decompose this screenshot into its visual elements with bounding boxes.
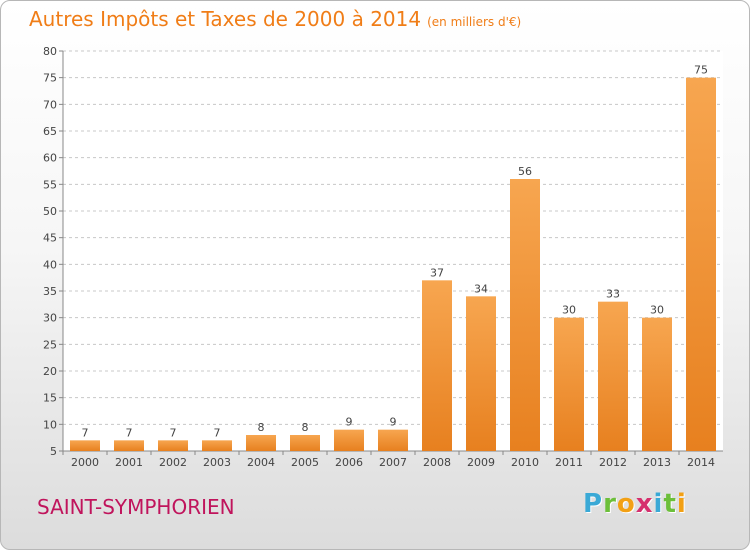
logo-letter: r <box>603 489 617 519</box>
y-tick-label: 65 <box>43 125 57 138</box>
data-label: 7 <box>170 426 177 439</box>
bar <box>70 440 100 451</box>
city-name: SAINT-SYMPHORIEN <box>37 495 235 519</box>
bar <box>642 317 672 451</box>
logo-letter: i <box>653 489 664 519</box>
data-label: 30 <box>650 304 664 317</box>
y-tick-label: 80 <box>43 45 57 58</box>
bar <box>158 440 188 451</box>
x-tick-label: 2012 <box>599 456 627 469</box>
bar <box>246 435 276 451</box>
y-tick-label: 70 <box>43 98 57 111</box>
bar <box>510 179 540 451</box>
x-tick-label: 2007 <box>379 456 407 469</box>
x-tick-label: 2011 <box>555 456 583 469</box>
data-label: 9 <box>390 416 397 429</box>
data-label: 33 <box>606 288 620 301</box>
bar <box>202 440 232 451</box>
y-tick-label: 40 <box>43 258 57 271</box>
logo-letter: P <box>583 489 604 519</box>
logo-letter: x <box>635 489 654 519</box>
x-tick-label: 2000 <box>71 456 99 469</box>
bar <box>334 429 364 451</box>
y-tick-label: 25 <box>43 338 57 351</box>
x-tick-label: 2003 <box>203 456 231 469</box>
bar <box>290 435 320 451</box>
logo-letter: i <box>676 489 687 519</box>
y-tick-label: 5 <box>50 445 57 458</box>
x-tick-label: 2002 <box>159 456 187 469</box>
data-label: 8 <box>258 421 265 434</box>
chart-title-text: Autres Impôts et Taxes de 2000 à 2014 <box>29 7 422 31</box>
data-label: 7 <box>82 426 89 439</box>
proxiti-logo: Proxiti <box>583 489 687 519</box>
data-label: 8 <box>302 421 309 434</box>
logo-letter: t <box>663 489 677 519</box>
y-tick-label: 20 <box>43 365 57 378</box>
y-tick-label: 60 <box>43 152 57 165</box>
bar <box>378 429 408 451</box>
data-label: 7 <box>214 426 221 439</box>
x-tick-label: 2008 <box>423 456 451 469</box>
data-label: 9 <box>346 416 353 429</box>
x-tick-label: 2009 <box>467 456 495 469</box>
data-label: 7 <box>126 426 133 439</box>
bar <box>686 77 716 452</box>
logo-letter: o <box>616 489 636 519</box>
y-tick-label: 75 <box>43 72 57 85</box>
x-tick-label: 2001 <box>115 456 143 469</box>
y-tick-label: 45 <box>43 232 57 245</box>
y-tick-label: 35 <box>43 285 57 298</box>
y-tick-label: 30 <box>43 312 57 325</box>
data-label: 30 <box>562 304 576 317</box>
y-tick-label: 50 <box>43 205 57 218</box>
y-tick-label: 15 <box>43 392 57 405</box>
chart-title: Autres Impôts et Taxes de 2000 à 2014 (en… <box>29 7 521 31</box>
chart-subtitle: (en milliers d'€) <box>427 15 522 29</box>
y-tick-label: 55 <box>43 178 57 191</box>
data-label: 37 <box>430 266 444 279</box>
data-label: 75 <box>694 64 708 77</box>
bar <box>114 440 144 451</box>
bar <box>466 296 496 451</box>
bar <box>422 280 452 451</box>
bar <box>554 317 584 451</box>
x-tick-label: 2014 <box>687 456 715 469</box>
data-label: 34 <box>474 282 488 295</box>
x-tick-label: 2004 <box>247 456 275 469</box>
bar <box>598 301 628 451</box>
data-label: 56 <box>518 165 532 178</box>
x-tick-label: 2013 <box>643 456 671 469</box>
x-tick-label: 2005 <box>291 456 319 469</box>
x-tick-label: 2006 <box>335 456 363 469</box>
y-tick-label: 10 <box>43 418 57 431</box>
x-tick-label: 2010 <box>511 456 539 469</box>
